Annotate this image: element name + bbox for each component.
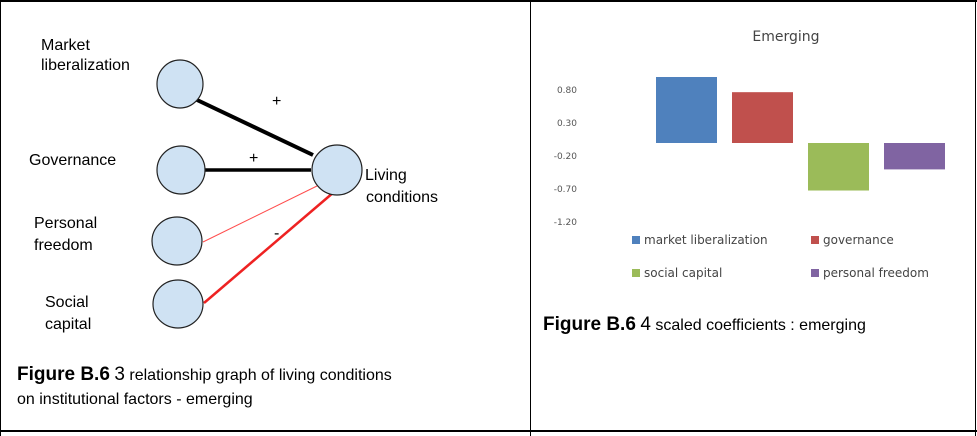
bars (656, 77, 945, 191)
node-label-freedom-line2: freedom (34, 237, 93, 254)
node-market-liberalization (156, 59, 204, 109)
right-caption-figure-label: Figure B.6 (543, 314, 636, 335)
edge-personal-freedom-to-living-conditions (202, 184, 320, 243)
bar-personal-freedom (884, 143, 945, 170)
legend-label: social capital (644, 266, 722, 280)
table-border-middle (530, 0, 531, 436)
y-tick-label: 0.80 (557, 86, 577, 96)
y-tick-label: -0.70 (554, 185, 578, 195)
bar-governance (732, 92, 793, 143)
right-caption-number: 4 (640, 314, 651, 335)
legend-swatch (632, 269, 640, 277)
bar-social-capital (808, 143, 869, 191)
bar-chart: Emerging 0.80 0.30 -0.20 -0.70 -1.20 market … (554, 29, 945, 280)
node-label-market-line2: liberalization (41, 57, 130, 74)
edge-sign-market: + (272, 93, 281, 110)
left-caption-line1: relationship graph of living conditions (129, 367, 392, 384)
node-label-social-line2: capital (45, 316, 91, 333)
table-border-left (0, 0, 1, 436)
table-border-top (0, 0, 977, 2)
node-personal-freedom (151, 216, 203, 266)
y-tick-label: 0.30 (557, 119, 577, 129)
node-label-governance: Governance (29, 152, 116, 169)
edge-sign-governance: + (249, 150, 258, 167)
edge-market-liberalization-to-living-conditions (194, 97, 314, 157)
node-living-conditions (311, 144, 363, 196)
relationship-diagram: + + - Market liberalization Governance P… (29, 37, 438, 333)
legend-label: governance (823, 233, 894, 247)
edge-social-capital-to-living-conditions (203, 191, 335, 304)
right-caption-text: scaled coefficients : emerging (655, 317, 866, 334)
legend-swatch (811, 269, 819, 277)
node-label-living-line1: Living (365, 167, 407, 184)
legend-label: personal freedom (823, 266, 929, 280)
node-label-market-line1: Market (41, 37, 90, 54)
left-caption-line2: on institutional factors - emerging (17, 391, 253, 408)
bar-market-liberalization (656, 77, 717, 143)
table-border-right (975, 0, 976, 436)
right-caption: Figure B.6 4 scaled coefficients : emerg… (543, 313, 973, 338)
left-cell: + + - Market liberalization Governance P… (1, 2, 529, 430)
legend: market liberalization governance social ca… (632, 233, 929, 280)
left-caption-number: 3 (114, 364, 125, 385)
y-axis-ticks: 0.80 0.30 -0.20 -0.70 -1.20 (554, 86, 578, 228)
right-cell: Emerging 0.80 0.30 -0.20 -0.70 -1.20 market … (532, 2, 975, 430)
legend-swatch (632, 236, 640, 244)
node-governance (156, 145, 206, 195)
node-label-social-line1: Social (45, 294, 89, 311)
node-label-living-line2: conditions (366, 189, 438, 206)
legend-label: market liberalization (644, 233, 768, 247)
legend-swatch (811, 236, 819, 244)
edge-sign-social: - (274, 225, 279, 242)
left-caption-figure-label: Figure B.6 (17, 364, 110, 385)
y-tick-label: -1.20 (554, 218, 578, 228)
chart-title: Emerging (752, 29, 819, 45)
y-tick-label: -0.20 (554, 152, 578, 162)
node-label-freedom-line1: Personal (34, 215, 97, 232)
node-social-capital (152, 279, 204, 329)
table-border-bottom (0, 430, 977, 432)
left-caption: Figure B.6 3 relationship graph of livin… (17, 363, 522, 412)
